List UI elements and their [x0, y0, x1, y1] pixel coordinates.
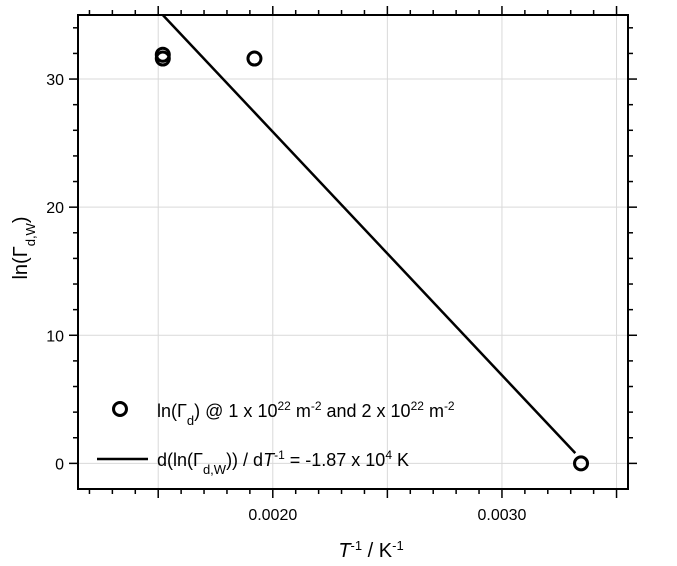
x-axis-label: T-1 / K-1 — [338, 538, 403, 563]
legend-marker-circle — [112, 401, 128, 417]
data-point — [154, 50, 171, 67]
x-tick-label: 0.0020 — [248, 507, 297, 524]
tick-labels: 0.0020 0.0030 0 10 20 30 — [46, 72, 526, 524]
y-tick-label: 30 — [46, 72, 64, 89]
plot-frame — [77, 14, 629, 490]
y-tick-label: 0 — [55, 456, 64, 473]
fit-line — [161, 14, 577, 454]
legend-entry-points: ln(Γd) @ 1 x 1022 m-2 and 2 x 1022 m-2 — [157, 399, 455, 428]
x-tick-label: 0.0030 — [477, 507, 526, 524]
y-tick-label: 20 — [46, 200, 64, 217]
y-tick-label: 10 — [46, 328, 64, 345]
grid-lines — [78, 15, 628, 489]
legend: ln(Γd) @ 1 x 1022 m-2 and 2 x 1022 m-2 d… — [97, 399, 455, 477]
plot-marks — [154, 14, 590, 472]
data-point — [573, 455, 590, 472]
axis-ticks — [69, 6, 637, 498]
data-point — [246, 50, 263, 67]
legend-entry-fit: d(ln(Γd,W)) / dT-1 = -1.87 x 104 K — [157, 448, 409, 477]
y-axis-label: ln(Γd,W) — [10, 216, 38, 279]
